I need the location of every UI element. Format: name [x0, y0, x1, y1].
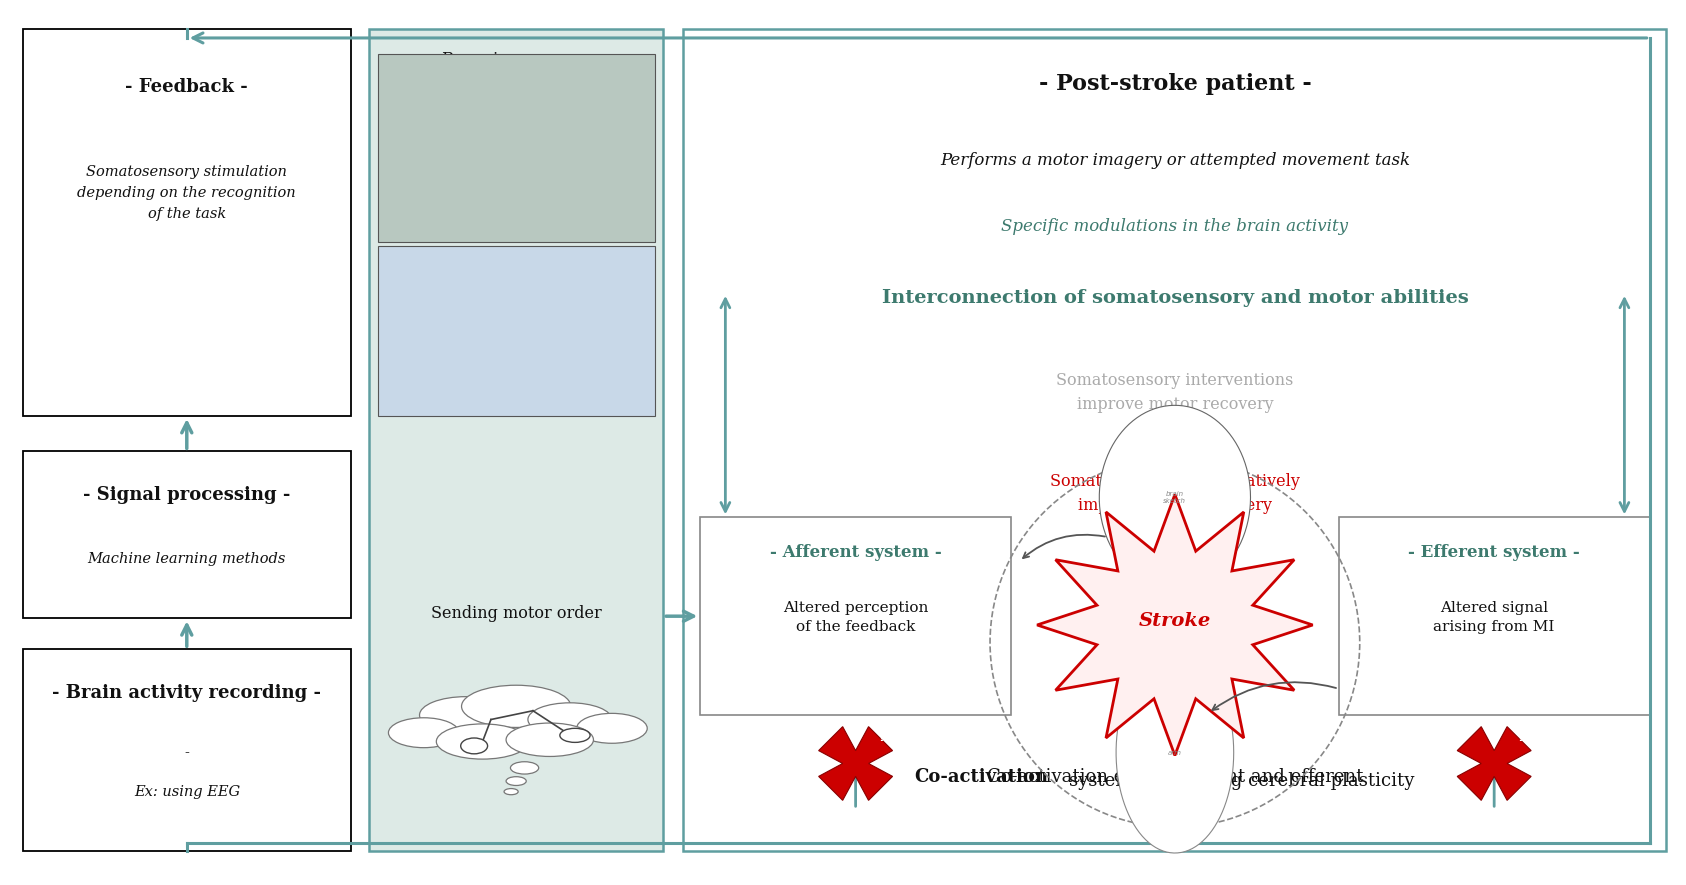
Text: - Afferent system -: - Afferent system -: [771, 543, 941, 560]
Text: brain
sketch: brain sketch: [1163, 491, 1187, 504]
Ellipse shape: [506, 777, 526, 786]
FancyBboxPatch shape: [378, 245, 654, 416]
Polygon shape: [1037, 495, 1313, 756]
Text: arm: arm: [1168, 750, 1182, 756]
Ellipse shape: [388, 718, 459, 748]
Ellipse shape: [511, 762, 538, 774]
Text: Machine learning methods: Machine learning methods: [88, 552, 287, 566]
FancyBboxPatch shape: [700, 517, 1012, 715]
Text: - Post-stroke patient -: - Post-stroke patient -: [1039, 73, 1312, 95]
Text: - Feedback -: - Feedback -: [125, 78, 248, 96]
FancyBboxPatch shape: [24, 29, 351, 416]
Text: - Efferent system -: - Efferent system -: [1408, 543, 1580, 560]
Text: ?: ?: [878, 733, 885, 743]
Ellipse shape: [506, 723, 593, 757]
Ellipse shape: [504, 789, 518, 795]
Polygon shape: [1099, 405, 1251, 589]
Ellipse shape: [577, 713, 647, 743]
Ellipse shape: [437, 724, 529, 759]
Ellipse shape: [420, 696, 513, 734]
Text: systems promoting cerebral plasticity: systems promoting cerebral plasticity: [1069, 773, 1415, 790]
Text: Co-activation: Co-activation: [914, 768, 1049, 786]
Text: Altered signal
arising from MI: Altered signal arising from MI: [1433, 601, 1554, 635]
Text: Receving sensory
feedback: Receving sensory feedback: [442, 51, 590, 90]
Ellipse shape: [528, 703, 612, 736]
FancyBboxPatch shape: [683, 29, 1666, 851]
FancyBboxPatch shape: [1339, 517, 1649, 715]
Text: - Brain activity recording -: - Brain activity recording -: [52, 684, 322, 703]
Text: ?: ?: [1517, 733, 1524, 743]
Text: Stroke: Stroke: [1138, 612, 1211, 629]
Polygon shape: [1116, 652, 1234, 853]
Text: Ex: using EEG: Ex: using EEG: [133, 786, 239, 799]
Text: Co-activation of the afferent and efferent: Co-activation of the afferent and effere…: [986, 768, 1362, 786]
FancyBboxPatch shape: [24, 650, 351, 851]
Ellipse shape: [462, 685, 572, 727]
Text: Specific modulations in the brain activity: Specific modulations in the brain activi…: [1001, 219, 1349, 235]
Polygon shape: [1457, 727, 1531, 800]
Text: Interconnection of somatosensory and motor abilities: Interconnection of somatosensory and mot…: [882, 289, 1469, 306]
Text: Somatosensory interventions
improve motor recovery: Somatosensory interventions improve moto…: [1055, 373, 1293, 412]
Text: -: -: [184, 746, 189, 760]
Ellipse shape: [460, 738, 487, 754]
Polygon shape: [819, 727, 892, 800]
Text: Performs a motor imagery or attempted movement task: Performs a motor imagery or attempted mo…: [939, 152, 1409, 169]
Text: Sending motor order: Sending motor order: [432, 605, 602, 622]
Text: Somatosensory stimulation
depending on the recognition
of the task: Somatosensory stimulation depending on t…: [78, 165, 297, 220]
FancyBboxPatch shape: [24, 451, 351, 619]
Text: Somatosensory loss negatively
impacts motor recovery: Somatosensory loss negatively impacts mo…: [1050, 473, 1300, 514]
FancyBboxPatch shape: [378, 54, 654, 242]
FancyBboxPatch shape: [369, 29, 663, 851]
Ellipse shape: [560, 728, 590, 743]
Text: Altered perception
of the feedback: Altered perception of the feedback: [782, 601, 929, 635]
Text: - Signal processing -: - Signal processing -: [83, 487, 290, 504]
